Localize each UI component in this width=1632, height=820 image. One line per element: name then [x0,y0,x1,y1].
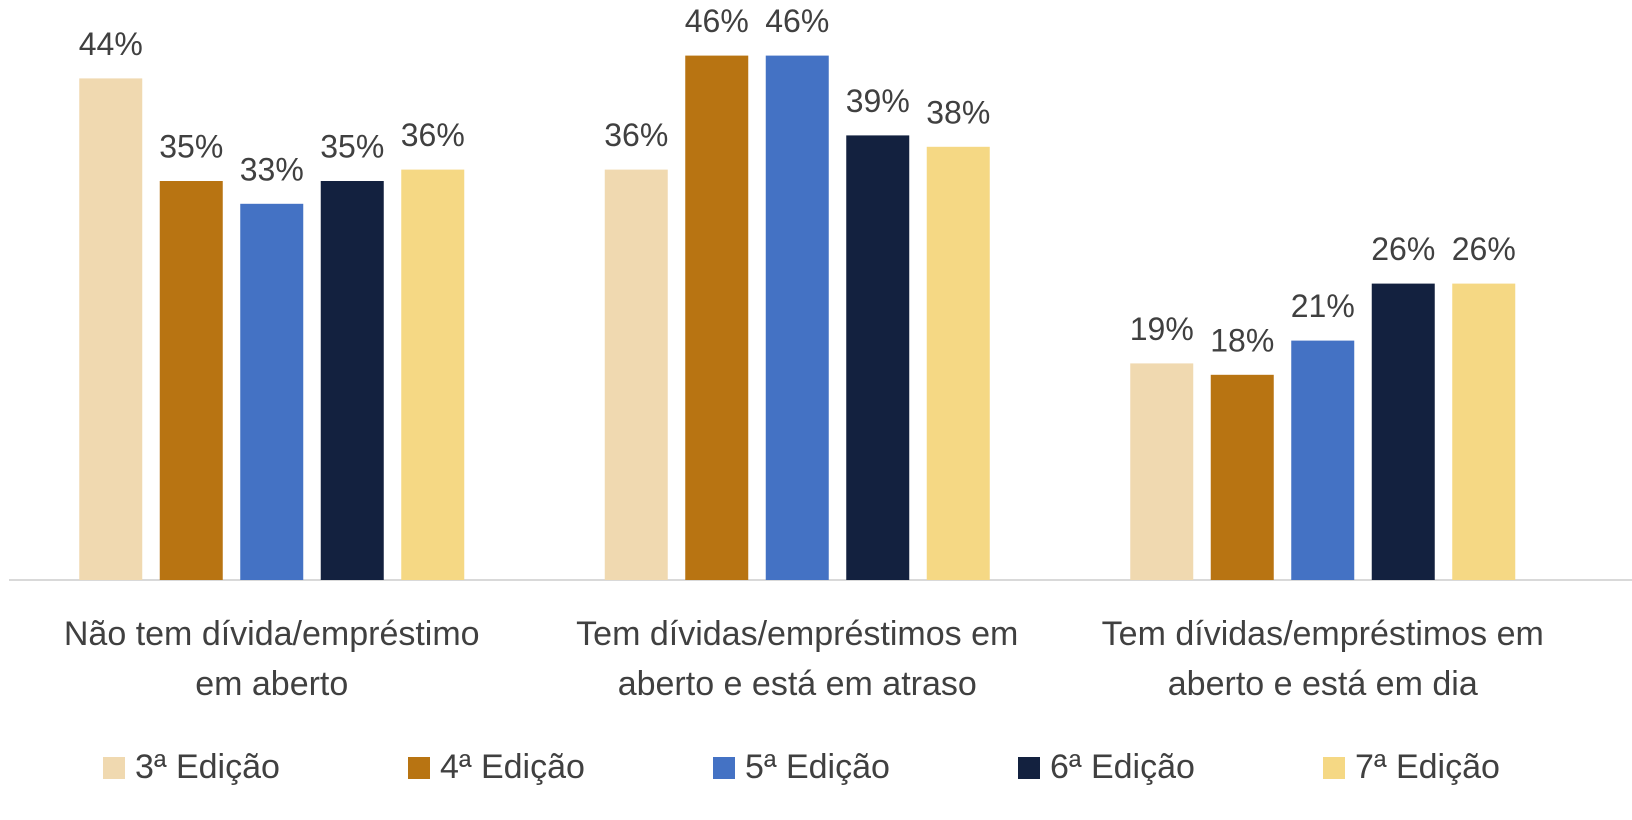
bar [1210,374,1274,580]
data-label: 21% [1291,288,1355,324]
bar [1452,283,1516,580]
legend-swatch [408,757,430,779]
data-label: 35% [159,128,223,164]
bar [1371,283,1435,580]
bar [1291,340,1355,580]
data-label: 38% [926,94,990,130]
data-label: 19% [1130,311,1194,347]
legend-label: 3ª Edição [135,748,280,786]
data-label: 36% [604,117,668,153]
data-label: 33% [240,151,304,187]
data-label: 18% [1210,322,1274,358]
x-tick-label: Tem dívidas/empréstimos em aberto e está … [1102,615,1544,703]
legend-swatch [1323,757,1345,779]
data-label: 26% [1371,231,1435,267]
legend-label: 4ª Edição [440,748,585,786]
x-tick-label: Não tem dívida/empréstimo em aberto [64,615,480,703]
bar [401,169,465,580]
data-label: 26% [1452,231,1516,267]
legend-label: 5ª Edição [745,748,890,786]
data-label: 46% [765,3,829,39]
x-tick-label: Tem dívidas/empréstimos em aberto e está … [576,615,1018,703]
legend-label: 7ª Edição [1355,748,1500,786]
bar [159,181,223,580]
bar [765,55,829,581]
legend-swatch [103,757,125,779]
data-label: 44% [79,26,143,62]
data-label: 39% [846,83,910,119]
bar [79,78,143,581]
bar [685,55,749,581]
data-label: 46% [685,3,749,39]
data-label: 36% [401,117,465,153]
legend-swatch [1018,757,1040,779]
bar [846,135,910,580]
bar [320,181,384,580]
bar [926,146,990,581]
bar [1130,363,1194,580]
legend-label: 6ª Edição [1050,748,1195,786]
bar [604,169,668,580]
bar [240,203,304,581]
data-label: 35% [320,128,384,164]
legend-swatch [713,757,735,779]
